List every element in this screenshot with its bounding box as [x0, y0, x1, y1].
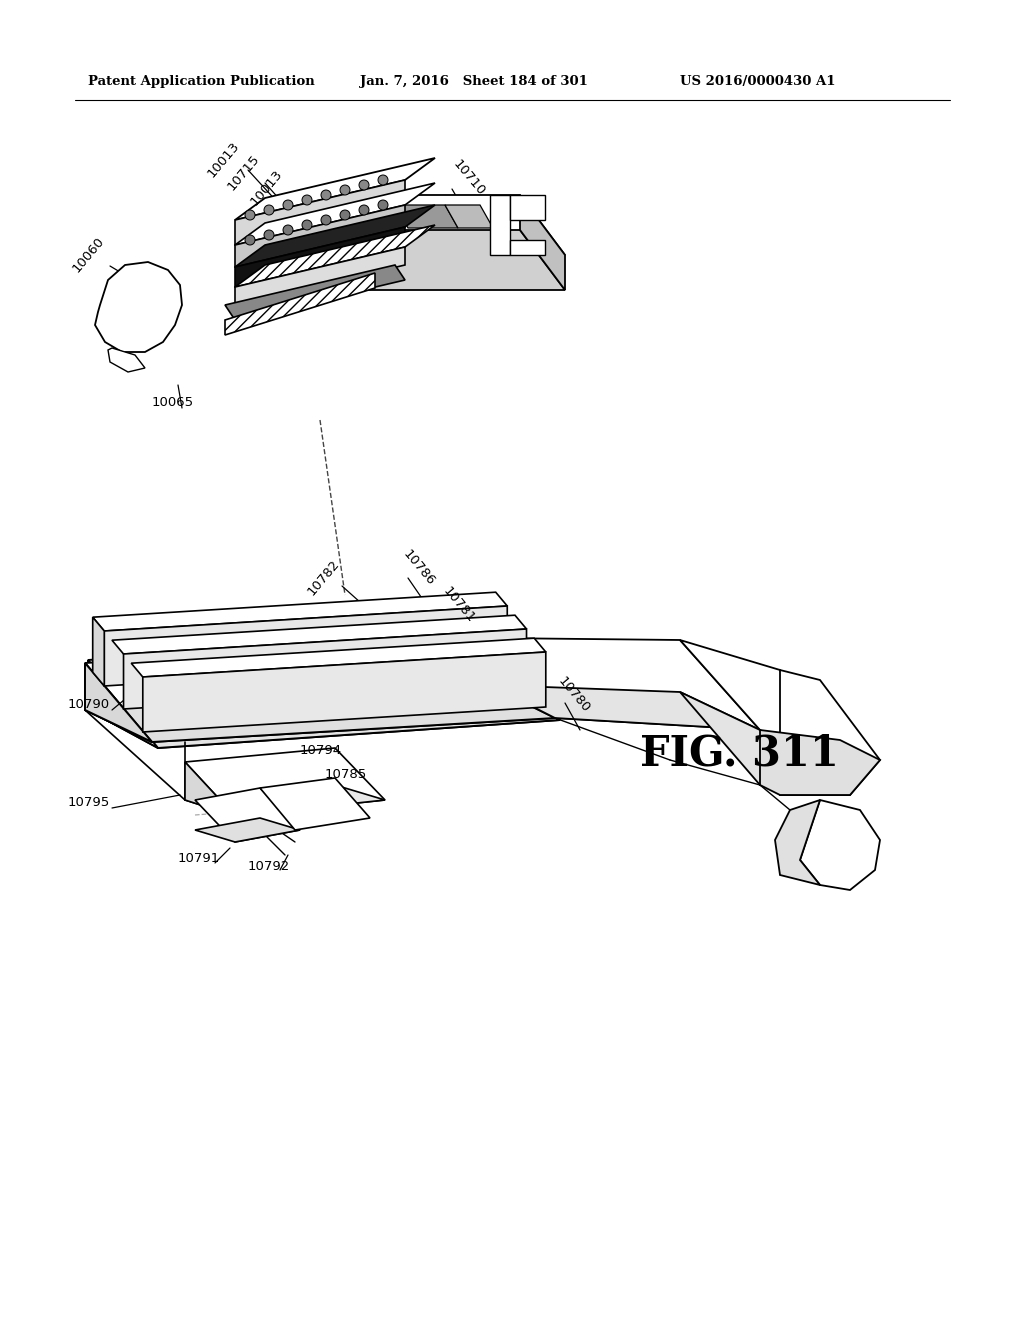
Circle shape: [359, 205, 369, 215]
Circle shape: [378, 201, 388, 210]
Text: 10791: 10791: [178, 851, 220, 865]
Polygon shape: [760, 730, 880, 795]
Polygon shape: [490, 638, 760, 730]
Polygon shape: [234, 227, 406, 286]
Text: US 2016/0000430 A1: US 2016/0000430 A1: [680, 75, 836, 88]
Circle shape: [283, 224, 293, 235]
Polygon shape: [195, 818, 300, 842]
Circle shape: [321, 215, 331, 224]
Polygon shape: [234, 205, 435, 267]
Polygon shape: [88, 660, 158, 748]
Text: 10785: 10785: [325, 768, 368, 781]
Polygon shape: [234, 158, 435, 220]
Polygon shape: [234, 205, 406, 267]
Polygon shape: [185, 748, 385, 816]
Polygon shape: [112, 615, 526, 653]
Polygon shape: [775, 800, 820, 884]
Polygon shape: [680, 692, 850, 795]
Polygon shape: [234, 180, 406, 246]
Text: Jan. 7, 2016   Sheet 184 of 301: Jan. 7, 2016 Sheet 184 of 301: [360, 75, 588, 88]
Polygon shape: [234, 247, 406, 305]
Polygon shape: [225, 265, 406, 319]
Polygon shape: [520, 195, 565, 290]
Text: 10782: 10782: [305, 557, 342, 598]
Text: 10790: 10790: [68, 698, 111, 711]
Polygon shape: [310, 195, 565, 255]
Polygon shape: [85, 638, 555, 742]
Polygon shape: [88, 685, 560, 748]
Text: 10795: 10795: [68, 796, 111, 809]
Polygon shape: [95, 261, 182, 352]
Polygon shape: [800, 800, 880, 890]
Text: Patent Application Publication: Patent Application Publication: [88, 75, 314, 88]
Polygon shape: [395, 205, 458, 228]
Polygon shape: [88, 635, 560, 748]
Text: 10060: 10060: [70, 235, 106, 276]
Circle shape: [264, 230, 274, 240]
Polygon shape: [234, 183, 435, 246]
Circle shape: [283, 201, 293, 210]
Polygon shape: [131, 638, 546, 677]
Circle shape: [378, 176, 388, 185]
Text: 10013: 10013: [248, 168, 285, 209]
Text: FIG. 311: FIG. 311: [640, 733, 839, 774]
Polygon shape: [490, 195, 510, 255]
Polygon shape: [234, 224, 435, 286]
Text: 10710: 10710: [450, 157, 487, 198]
Circle shape: [359, 180, 369, 190]
Polygon shape: [260, 777, 370, 830]
Polygon shape: [310, 230, 565, 290]
Polygon shape: [93, 593, 507, 631]
Circle shape: [302, 195, 312, 205]
Polygon shape: [85, 663, 152, 742]
Polygon shape: [85, 663, 152, 742]
Circle shape: [321, 190, 331, 201]
Polygon shape: [85, 685, 555, 742]
Polygon shape: [108, 348, 145, 372]
Text: 10065: 10065: [152, 396, 195, 409]
Text: 10781: 10781: [440, 585, 477, 626]
Polygon shape: [445, 205, 493, 228]
Polygon shape: [225, 273, 375, 335]
Polygon shape: [490, 685, 760, 730]
Circle shape: [264, 205, 274, 215]
Polygon shape: [510, 240, 545, 255]
Polygon shape: [93, 618, 104, 686]
Circle shape: [340, 210, 350, 220]
Text: 10715: 10715: [225, 153, 262, 194]
Text: 10792: 10792: [248, 859, 290, 873]
Polygon shape: [142, 652, 546, 733]
Circle shape: [245, 235, 255, 246]
Polygon shape: [104, 606, 507, 686]
Polygon shape: [310, 195, 355, 290]
Circle shape: [340, 185, 350, 195]
Circle shape: [302, 220, 312, 230]
Polygon shape: [780, 671, 880, 795]
Polygon shape: [185, 785, 385, 816]
Text: 10794: 10794: [300, 743, 342, 756]
Text: 10786: 10786: [400, 548, 437, 589]
Polygon shape: [185, 762, 234, 816]
Polygon shape: [124, 630, 526, 709]
Text: 10780: 10780: [555, 675, 592, 715]
Polygon shape: [680, 640, 850, 795]
Polygon shape: [510, 195, 545, 220]
Polygon shape: [195, 788, 300, 842]
Circle shape: [245, 210, 255, 220]
Text: 10013: 10013: [205, 140, 242, 181]
